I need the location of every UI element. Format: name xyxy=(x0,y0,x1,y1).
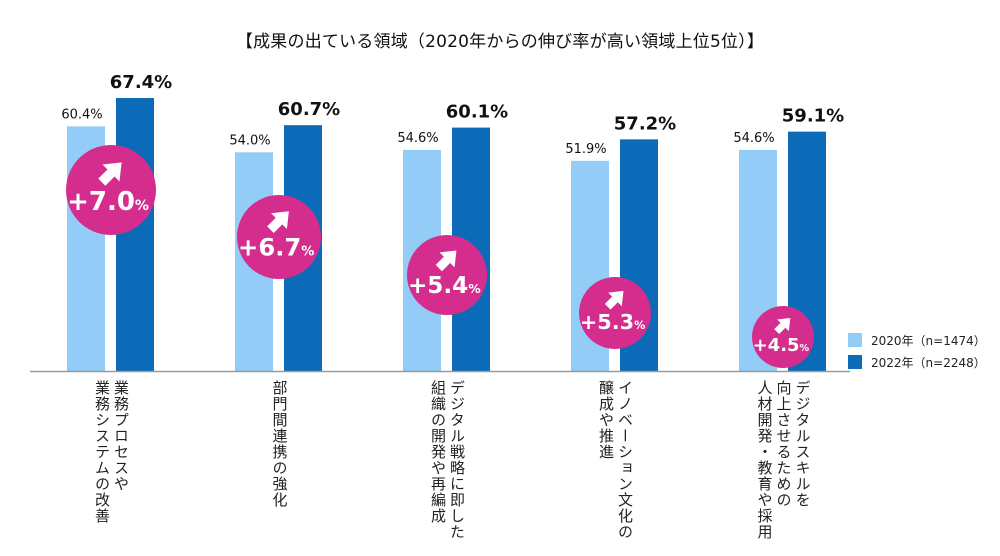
growth-unit: % xyxy=(135,198,149,214)
value-label-2020-1: 54.0% xyxy=(229,133,270,148)
category-label-2: デジタル戦略に即した 組織の開発や再編成 xyxy=(429,380,466,540)
value-label-2020-3: 51.9% xyxy=(565,142,606,157)
legend-swatch-2020 xyxy=(848,333,862,347)
category-label-3: イノベーション文化の 醸成や推進 xyxy=(597,380,634,540)
legend-item-2022: 2022年（n=2248） xyxy=(848,351,986,373)
arrow-up-right-icon xyxy=(98,162,122,186)
category-label-0: 業務プロセスや 業務システムの改善 xyxy=(93,380,130,524)
arrow-up-right-icon xyxy=(435,250,457,272)
legend-label-2022: 2022年（n=2248） xyxy=(871,355,986,370)
chart-title: 【成果の出ている領域（2020年からの伸び率が高い領域上位5位）】 xyxy=(235,32,765,52)
legend: 2020年（n=1474） 2022年（n=2248） xyxy=(848,329,986,373)
category-label-4: デジタルスキルを 向上させるための 人材開発・教育や採用 xyxy=(755,380,812,540)
value-label-2020-2: 54.6% xyxy=(397,131,438,146)
legend-swatch-2022 xyxy=(848,355,862,369)
value-label-2022-4: 59.1% xyxy=(782,106,844,127)
value-label-2022-2: 60.1% xyxy=(446,102,508,123)
bar-2022-0 xyxy=(116,98,154,371)
growth-value-4: +4.5% xyxy=(753,335,810,356)
legend-item-2020: 2020年（n=1474） xyxy=(848,329,986,351)
value-label-2020-0: 60.4% xyxy=(61,107,102,122)
value-label-2022-1: 60.7% xyxy=(278,99,340,120)
legend-label-2020: 2020年（n=1474） xyxy=(871,333,986,348)
growth-badge-0: +7.0% xyxy=(66,145,156,235)
growth-badge-circle xyxy=(752,306,814,368)
growth-badge-circle xyxy=(237,195,321,279)
growth-badge-2: +5.4% xyxy=(407,235,487,315)
growth-badge-1: +6.7% xyxy=(237,195,321,279)
growth-unit: % xyxy=(468,281,481,296)
category-label-1: 部門間連携の強化 xyxy=(270,380,289,508)
arrow-up-right-icon xyxy=(774,317,791,335)
growth-unit: % xyxy=(799,343,809,354)
value-label-2022-3: 57.2% xyxy=(614,113,676,134)
growth-unit: % xyxy=(301,245,314,260)
arrow-up-right-icon xyxy=(604,290,624,310)
arrow-up-right-icon xyxy=(267,211,289,234)
growth-badge-4: +4.5% xyxy=(752,306,814,368)
value-label-2022-0: 67.4% xyxy=(110,72,172,93)
growth-badge-circle xyxy=(66,145,156,235)
growth-badge-circle xyxy=(407,235,487,315)
growth-unit: % xyxy=(634,319,645,332)
growth-badge-circle xyxy=(579,277,651,349)
value-label-2020-4: 54.6% xyxy=(733,131,774,146)
growth-badge-3: +5.3% xyxy=(579,277,651,349)
